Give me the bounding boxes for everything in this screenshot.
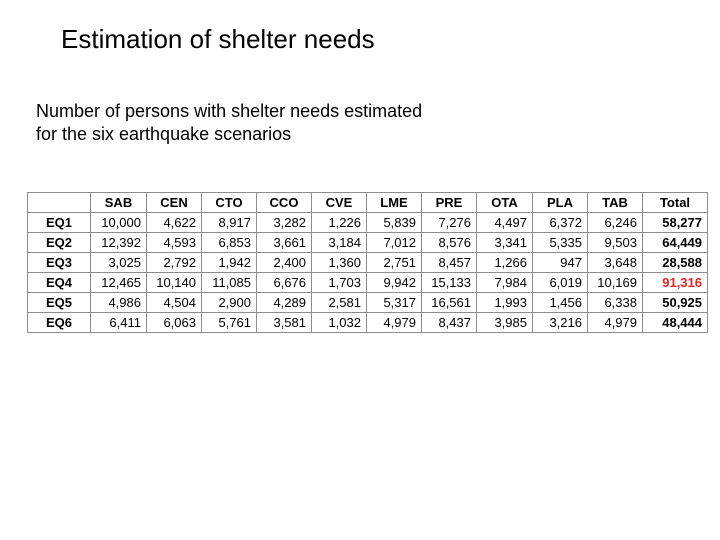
table-row: EQ4 12,465 10,140 11,085 6,676 1,703 9,942 15,1…	[27, 272, 708, 293]
table-header: SAB CEN CTO CCO CVE LME PRE OTA PLA TAB Total	[27, 192, 708, 213]
header-corner-cell	[27, 192, 91, 213]
table-cell: 7,984	[476, 272, 533, 293]
column-header: CVE	[311, 192, 367, 213]
table-cell: 7,012	[366, 232, 422, 253]
table-cell: 10,169	[587, 272, 643, 293]
subtitle-line: for the six earthquake scenarios	[36, 124, 292, 144]
table-cell: 3,648	[587, 252, 643, 273]
subtitle-line: Number of persons with shelter needs est…	[36, 101, 423, 121]
table-cell: 1,226	[311, 212, 367, 233]
column-header: Total	[642, 192, 708, 213]
table-cell: 11,085	[201, 272, 257, 293]
table-cell: 8,576	[421, 232, 477, 253]
column-header: PRE	[421, 192, 477, 213]
table-cell: 4,289	[256, 292, 312, 313]
table-row: EQ2 12,392 4,593 6,853 3,661 3,184 7,012 8,576 3…	[27, 232, 708, 253]
table-cell: 3,216	[532, 312, 588, 333]
table-row: EQ3 3,025 2,792 1,942 2,400 1,360 2,751 8,457 1,…	[27, 252, 708, 273]
total-cell: 50,925	[642, 292, 708, 313]
table-cell: 8,437	[421, 312, 477, 333]
table-cell: 1,456	[532, 292, 588, 313]
table-cell: 12,392	[90, 232, 147, 253]
table-cell: 1,993	[476, 292, 533, 313]
table-cell: 1,266	[476, 252, 533, 273]
row-label: EQ2	[27, 232, 91, 253]
table-cell: 2,792	[146, 252, 202, 273]
table-cell: 3,581	[256, 312, 312, 333]
total-cell-highlighted: 91,316	[642, 272, 708, 293]
column-header: CEN	[146, 192, 202, 213]
column-header: CTO	[201, 192, 257, 213]
row-label: EQ6	[27, 312, 91, 333]
column-header: PLA	[532, 192, 588, 213]
row-label: EQ5	[27, 292, 91, 313]
table-cell: 5,839	[366, 212, 422, 233]
column-header: CCO	[256, 192, 312, 213]
table-cell: 16,561	[421, 292, 477, 313]
table-row: EQ5 4,986 4,504 2,900 4,289 2,581 5,317 16,561 1…	[27, 292, 708, 313]
table-cell: 1,360	[311, 252, 367, 273]
table-cell: 4,593	[146, 232, 202, 253]
table-cell: 3,341	[476, 232, 533, 253]
table-cell: 9,942	[366, 272, 422, 293]
table-cell: 3,282	[256, 212, 312, 233]
slide-subtitle: Number of persons with shelter needs est…	[36, 100, 496, 146]
total-cell: 64,449	[642, 232, 708, 253]
table-cell: 1,703	[311, 272, 367, 293]
column-header: OTA	[476, 192, 533, 213]
table-cell: 6,019	[532, 272, 588, 293]
table-cell: 2,400	[256, 252, 312, 273]
table-cell: 4,622	[146, 212, 202, 233]
table-cell: 5,761	[201, 312, 257, 333]
row-label: EQ1	[27, 212, 91, 233]
table-cell: 8,457	[421, 252, 477, 273]
table-cell: 9,503	[587, 232, 643, 253]
table-cell: 5,335	[532, 232, 588, 253]
row-label: EQ4	[27, 272, 91, 293]
column-header: TAB	[587, 192, 643, 213]
table-cell: 10,000	[90, 212, 147, 233]
table-row: EQ1 10,000 4,622 8,917 3,282 1,226 5,839 7,276 4…	[27, 212, 708, 233]
table-cell: 3,184	[311, 232, 367, 253]
table-cell: 2,751	[366, 252, 422, 273]
table-cell: 7,276	[421, 212, 477, 233]
table-cell: 6,338	[587, 292, 643, 313]
table-cell: 15,133	[421, 272, 477, 293]
table-cell: 4,497	[476, 212, 533, 233]
total-cell: 48,444	[642, 312, 708, 333]
table-cell: 1,942	[201, 252, 257, 273]
table-cell: 6,063	[146, 312, 202, 333]
table-cell: 2,581	[311, 292, 367, 313]
column-header: SAB	[90, 192, 147, 213]
table-cell: 6,372	[532, 212, 588, 233]
total-cell: 28,588	[642, 252, 708, 273]
table-cell: 2,900	[201, 292, 257, 313]
table-cell: 6,853	[201, 232, 257, 253]
table-cell: 4,979	[366, 312, 422, 333]
slide-title: Estimation of shelter needs	[61, 24, 375, 54]
column-header: LME	[366, 192, 422, 213]
table-cell: 8,917	[201, 212, 257, 233]
table-cell: 1,032	[311, 312, 367, 333]
table-cell: 6,411	[90, 312, 147, 333]
table-cell: 10,140	[146, 272, 202, 293]
table-cell: 4,986	[90, 292, 147, 313]
row-label: EQ3	[27, 252, 91, 273]
table-cell: 5,317	[366, 292, 422, 313]
table-row: EQ6 6,411 6,063 5,761 3,581 1,032 4,979 8,437 3,…	[27, 312, 708, 333]
table-cell: 4,979	[587, 312, 643, 333]
table-cell: 12,465	[90, 272, 147, 293]
table-cell: 3,985	[476, 312, 533, 333]
header-row: SAB CEN CTO CCO CVE LME PRE OTA PLA TAB Total	[27, 192, 708, 213]
table-cell: 947	[532, 252, 588, 273]
shelter-needs-table: SAB CEN CTO CCO CVE LME PRE OTA PLA TAB Total EQ1 1…	[27, 192, 708, 333]
table-cell: 3,025	[90, 252, 147, 273]
table-body: EQ1 10,000 4,622 8,917 3,282 1,226 5,839 7,276 4…	[27, 212, 708, 333]
table-cell: 6,676	[256, 272, 312, 293]
total-cell: 58,277	[642, 212, 708, 233]
table-cell: 4,504	[146, 292, 202, 313]
table-cell: 6,246	[587, 212, 643, 233]
table-cell: 3,661	[256, 232, 312, 253]
